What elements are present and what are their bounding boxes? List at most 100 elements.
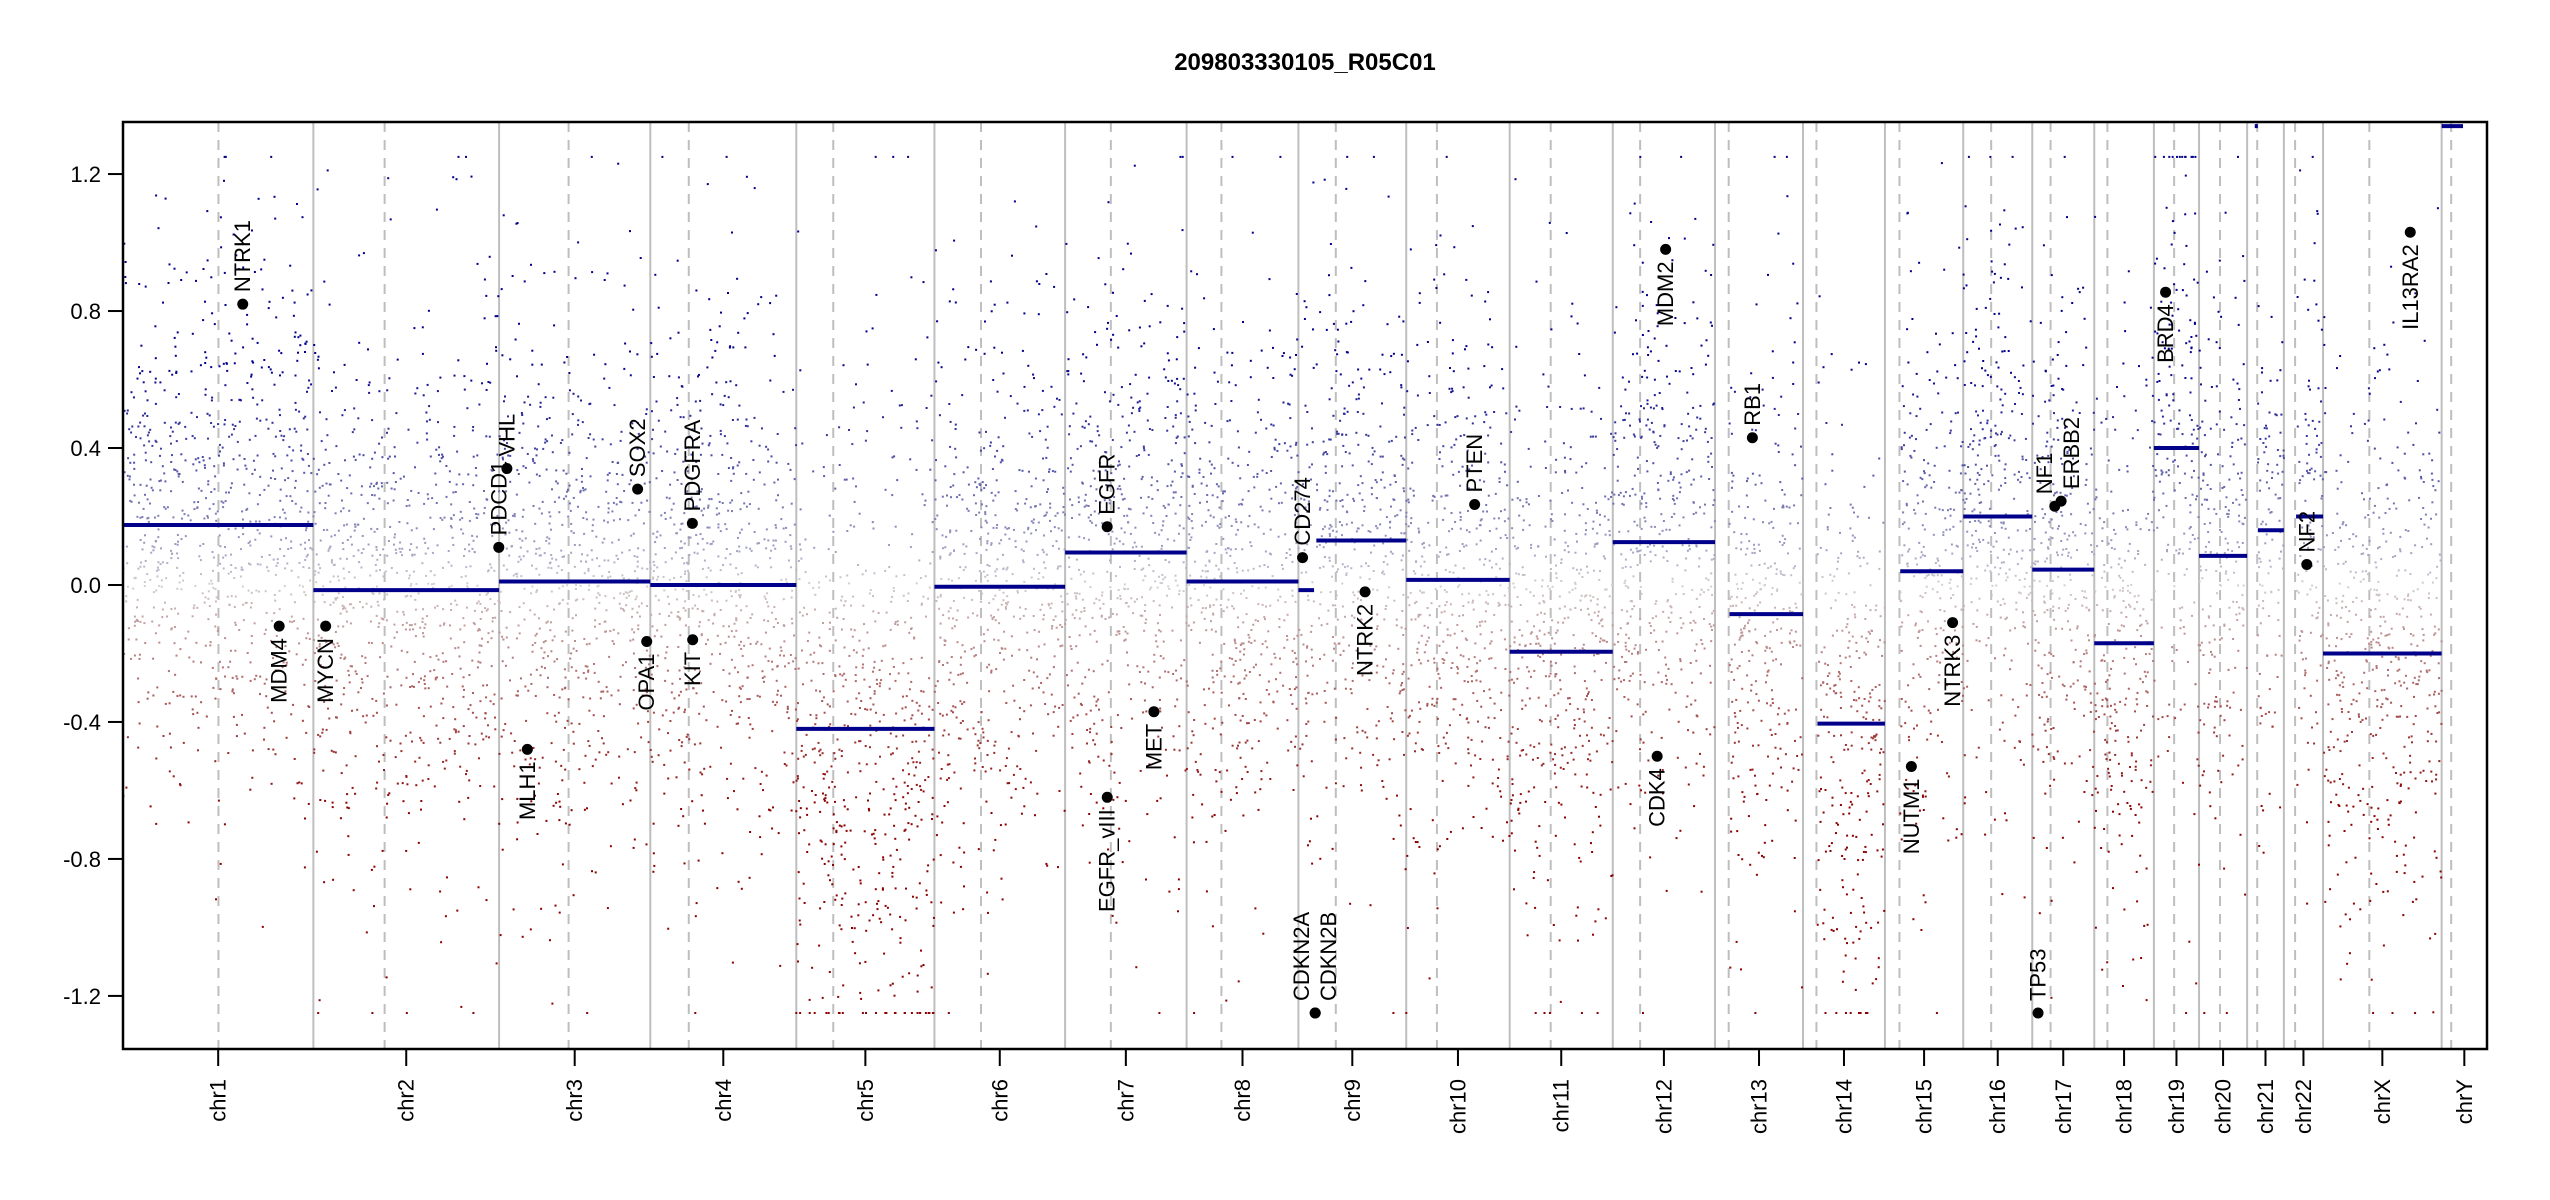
probe-point bbox=[771, 700, 774, 703]
probe-point bbox=[1256, 472, 1259, 475]
probe-point bbox=[361, 606, 364, 609]
probe-point bbox=[413, 570, 415, 573]
probe-point bbox=[740, 647, 743, 650]
probe-point bbox=[168, 263, 171, 266]
probe-point bbox=[306, 293, 309, 296]
probe-point bbox=[838, 748, 841, 751]
probe-point bbox=[537, 425, 540, 428]
probe-point bbox=[1288, 403, 1291, 406]
probe-point bbox=[1026, 649, 1029, 652]
probe-point bbox=[899, 858, 902, 861]
probe-point bbox=[1139, 769, 1142, 772]
probe-point bbox=[1284, 533, 1287, 536]
probe-point bbox=[323, 881, 326, 884]
probe-point bbox=[1295, 657, 1298, 660]
probe-point bbox=[1088, 760, 1090, 763]
probe-point bbox=[556, 658, 559, 661]
probe-point bbox=[813, 761, 816, 764]
probe-point bbox=[135, 436, 137, 438]
probe-point bbox=[919, 761, 922, 764]
probe-point bbox=[502, 564, 505, 567]
probe-point bbox=[1239, 650, 1242, 653]
probe-point bbox=[948, 678, 951, 681]
probe-point bbox=[765, 547, 768, 550]
probe-point bbox=[1014, 490, 1017, 493]
probe-point bbox=[469, 704, 472, 707]
probe-point bbox=[270, 155, 273, 158]
probe-point bbox=[1044, 567, 1047, 570]
probe-point bbox=[421, 779, 424, 782]
probe-point bbox=[303, 866, 306, 869]
probe-point bbox=[212, 425, 215, 428]
probe-point bbox=[1183, 322, 1186, 325]
probe-point bbox=[758, 471, 761, 474]
probe-point bbox=[1068, 433, 1071, 436]
probe-point bbox=[163, 506, 166, 509]
probe-point bbox=[214, 475, 217, 478]
probe-point bbox=[585, 677, 588, 680]
probe-point bbox=[999, 824, 1002, 827]
probe-point bbox=[478, 628, 481, 630]
probe-point bbox=[747, 665, 750, 668]
probe-point bbox=[332, 601, 335, 604]
probe-point bbox=[872, 914, 875, 917]
probe-point bbox=[561, 555, 564, 558]
probe-point bbox=[742, 777, 745, 780]
probe-point bbox=[644, 666, 647, 669]
probe-point bbox=[959, 663, 962, 666]
probe-point bbox=[1042, 479, 1045, 482]
probe-point bbox=[631, 422, 634, 425]
probe-point bbox=[1095, 704, 1098, 707]
probe-point bbox=[621, 664, 624, 667]
probe-point bbox=[137, 701, 140, 704]
probe-point bbox=[647, 451, 650, 454]
probe-point bbox=[500, 697, 503, 700]
probe-point bbox=[172, 516, 175, 519]
probe-point bbox=[1053, 405, 1056, 408]
probe-point bbox=[998, 622, 1001, 625]
probe-point bbox=[1204, 607, 1207, 610]
probe-point bbox=[717, 523, 720, 526]
probe-point bbox=[194, 695, 197, 698]
probe-point bbox=[1006, 603, 1009, 606]
probe-point bbox=[822, 777, 825, 780]
probe-point bbox=[1067, 373, 1070, 376]
probe-point bbox=[847, 725, 849, 727]
probe-point bbox=[1264, 550, 1267, 553]
probe-point bbox=[437, 658, 440, 661]
probe-point bbox=[213, 323, 216, 326]
probe-point bbox=[148, 440, 151, 443]
probe-point bbox=[515, 529, 518, 532]
probe-point bbox=[1062, 511, 1065, 514]
probe-point bbox=[141, 516, 144, 518]
probe-point bbox=[502, 458, 504, 461]
probe-point bbox=[877, 989, 880, 992]
probe-point bbox=[199, 559, 202, 562]
probe-point bbox=[730, 479, 733, 482]
probe-point bbox=[1213, 551, 1216, 554]
probe-point bbox=[1088, 761, 1091, 764]
probe-point bbox=[1084, 625, 1087, 628]
probe-point bbox=[151, 489, 154, 492]
probe-point bbox=[170, 557, 173, 560]
probe-point bbox=[635, 781, 638, 784]
probe-point bbox=[858, 639, 861, 642]
probe-point bbox=[598, 751, 601, 754]
probe-point bbox=[931, 748, 934, 751]
probe-point bbox=[475, 474, 478, 477]
probe-point bbox=[436, 605, 439, 607]
probe-point bbox=[772, 626, 775, 628]
probe-point bbox=[971, 612, 974, 615]
probe-point bbox=[1185, 621, 1188, 624]
probe-point bbox=[673, 471, 676, 474]
probe-point bbox=[234, 567, 237, 569]
probe-point bbox=[619, 439, 622, 442]
probe-point bbox=[855, 666, 858, 669]
probe-point bbox=[1008, 537, 1011, 540]
probe-point bbox=[698, 373, 700, 376]
probe-point bbox=[1035, 225, 1038, 228]
probe-point bbox=[233, 362, 236, 365]
probe-point bbox=[353, 576, 356, 579]
probe-point bbox=[348, 571, 351, 574]
probe-point bbox=[1023, 710, 1026, 713]
